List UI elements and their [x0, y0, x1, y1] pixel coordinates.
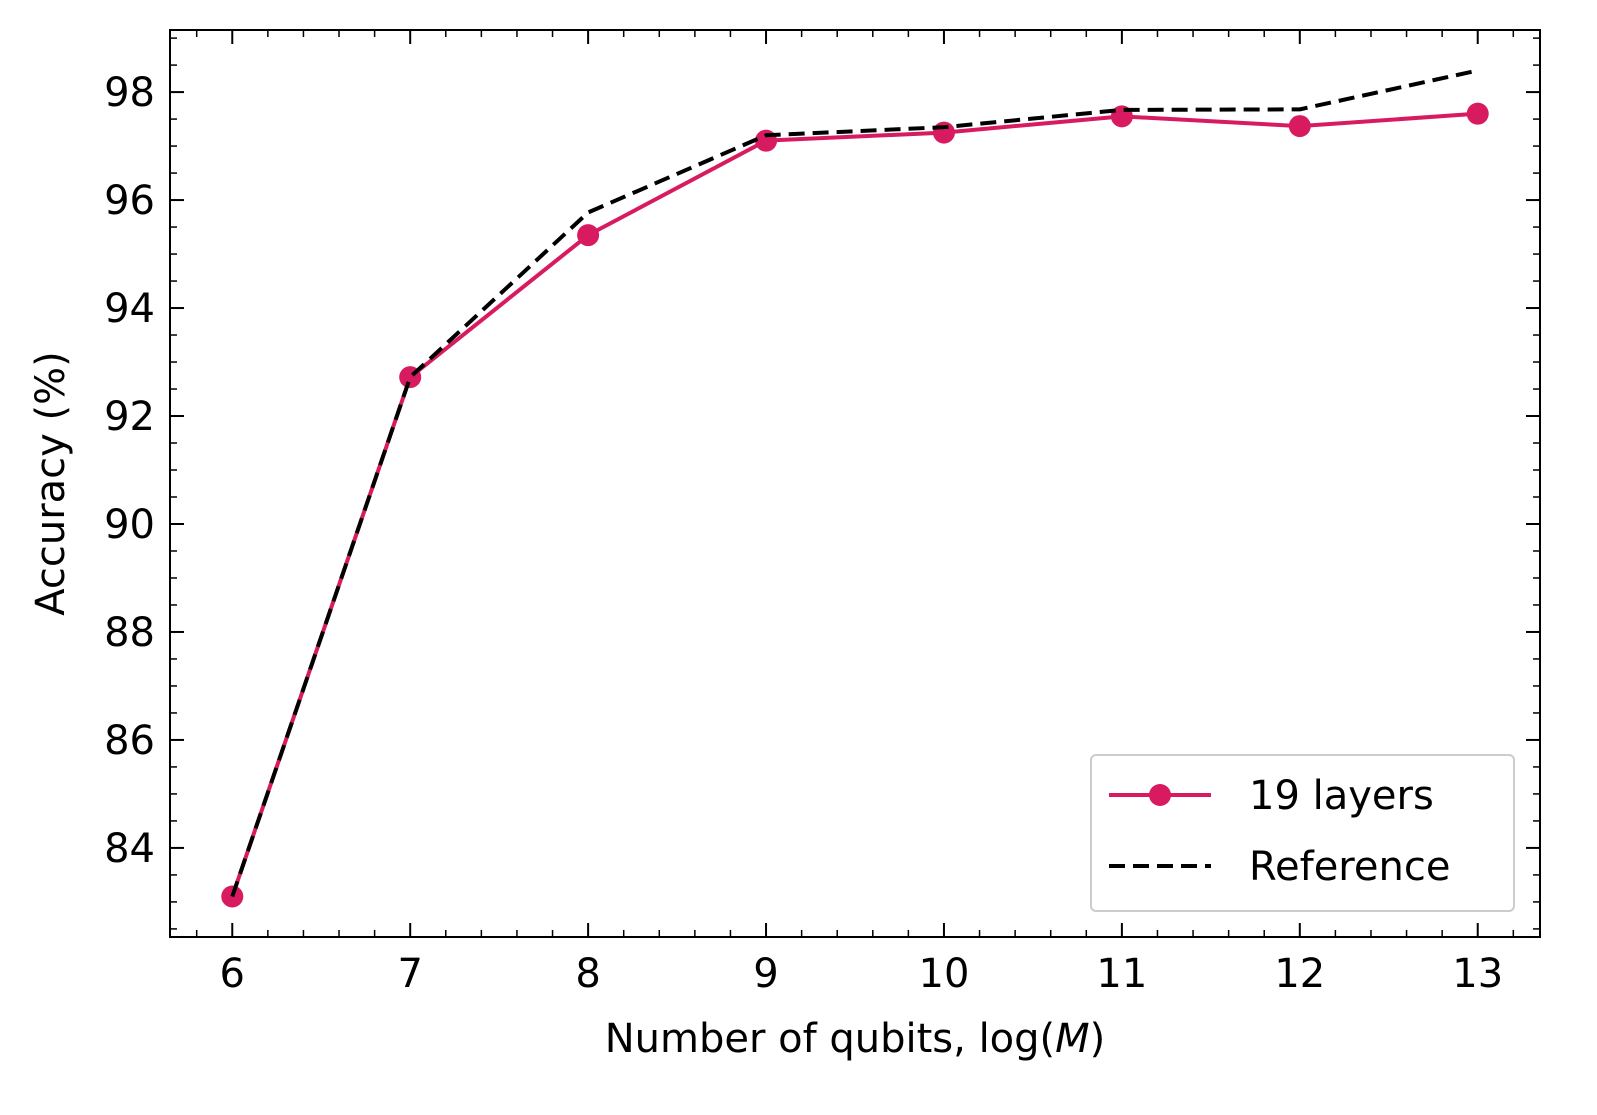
x-axis-label-suffix: ) — [1090, 1016, 1106, 1062]
y-tick-label: 90 — [104, 502, 155, 548]
y-tick-label: 96 — [104, 178, 155, 224]
x-tick-label: 9 — [753, 951, 778, 997]
series-line-19-layers — [230, 111, 1478, 898]
data-point-19-layers — [1288, 115, 1311, 138]
x-tick-label: 8 — [575, 951, 600, 997]
data-point-19-layers — [932, 121, 955, 144]
x-tick-label: 12 — [1274, 951, 1325, 997]
x-axis-label: Number of qubits, log(M) — [605, 1016, 1106, 1062]
y-tick-label: 92 — [104, 394, 155, 440]
y-tick-labels: 84 86 88 90 92 94 96 98 — [104, 70, 155, 872]
x-tick-labels: 6 7 8 9 10 11 12 13 — [220, 951, 1504, 997]
y-tick-label: 88 — [104, 610, 155, 656]
y-tick-label: 98 — [104, 70, 155, 116]
legend-label-19-layers: 19 layers — [1249, 773, 1434, 819]
y-axis-label: Accuracy (%) — [28, 351, 74, 616]
legend: 19 layers Reference — [1090, 754, 1515, 912]
data-point-19-layers — [1466, 102, 1489, 125]
series-layer — [221, 68, 1489, 908]
x-axis-label-prefix: Number of qubits, log( — [605, 1016, 1055, 1062]
y-tick-label: 86 — [104, 718, 155, 764]
legend-marker-19-layers — [1149, 784, 1171, 806]
plot-frame — [169, 29, 1541, 938]
legend-label-reference: Reference — [1249, 844, 1450, 890]
y-tick-label: 84 — [104, 826, 155, 872]
x-tick-label: 11 — [1096, 951, 1147, 997]
x-axis-label-variable: M — [1055, 1016, 1090, 1062]
data-point-19-layers — [577, 224, 600, 247]
axis-ticks — [170, 30, 1540, 937]
x-tick-label: 10 — [919, 951, 970, 997]
x-tick-label: 7 — [397, 951, 422, 997]
y-tick-label: 94 — [104, 286, 155, 332]
x-tick-label: 13 — [1452, 951, 1503, 997]
x-tick-label: 6 — [220, 951, 245, 997]
series-line-reference — [230, 68, 1479, 898]
